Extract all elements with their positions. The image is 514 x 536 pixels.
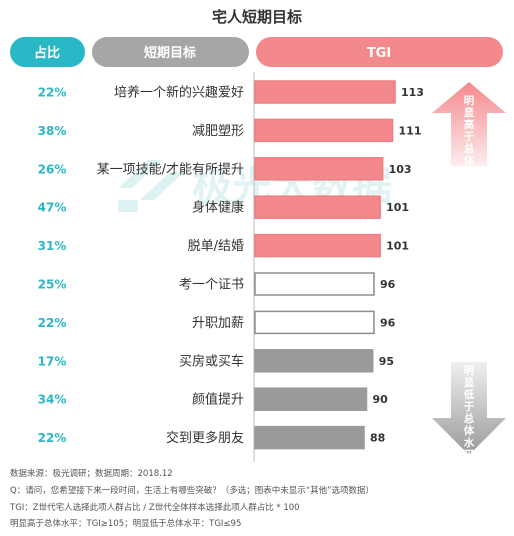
category-label: 考一个证书 <box>179 278 244 293</box>
tgi-bar <box>254 80 396 104</box>
footnote-threshold: 明显高于总体水平：TGI≥105；明显低于总体水平：TGI≤95 <box>10 519 242 529</box>
watermark-logo-icon <box>118 160 184 212</box>
tgi-bar <box>254 195 381 219</box>
header-share-label: 占比 <box>34 45 60 61</box>
header-goal: 短期目标 <box>92 37 249 67</box>
footnote-tgi-definition: TGI：Z世代宅人选择此项人群占比 / Z世代全体样本选择此项人群占比 * 10… <box>10 503 300 513</box>
category-label: 减肥塑形 <box>192 124 244 139</box>
tgi-value-label: 113 <box>401 86 424 99</box>
tgi-chart: 宅人短期目标 极光大数据 占比 短期目标 TGI 22% 培养一个新的兴趣爱好 11… <box>10 8 506 462</box>
category-label: 脱单/结婚 <box>188 239 244 254</box>
tgi-bar <box>254 272 375 296</box>
tgi-value-label: 96 <box>380 278 396 291</box>
share-label: 22% <box>38 316 67 330</box>
tgi-bar <box>254 387 368 411</box>
tgi-value-label: 101 <box>386 201 409 214</box>
tgi-bar <box>254 233 381 258</box>
share-label: 31% <box>38 239 67 253</box>
side-label-low: 明显低于总体水平 <box>463 365 475 461</box>
chart-rows: 22% 培养一个新的兴趣爱好 113 38% 减肥塑形 111 26% 某一项技能/才能有所提… <box>38 80 424 450</box>
tgi-bar <box>254 118 394 143</box>
side-label-high: 明显高于总体水平 <box>463 95 475 191</box>
header-goal-label: 短期目标 <box>144 45 196 61</box>
header-share: 占比 <box>10 37 85 67</box>
tgi-value-label: 103 <box>389 163 412 176</box>
tgi-value-label: 95 <box>379 355 394 368</box>
tgi-bar <box>254 349 374 373</box>
header-tgi: TGI <box>256 37 503 67</box>
category-label: 交到更多朋友 <box>166 430 244 446</box>
category-label: 升职加薪 <box>192 316 244 331</box>
share-label: 25% <box>38 278 67 292</box>
tgi-bar <box>254 310 375 335</box>
footnote-source: 数据来源：极光调研；数据周期：2018.12 <box>10 469 173 479</box>
tgi-bar <box>254 157 384 181</box>
share-label: 22% <box>38 86 67 100</box>
header-tgi-label: TGI <box>367 46 391 61</box>
category-label: 培养一个新的兴趣爱好 <box>114 85 244 101</box>
share-label: 26% <box>38 162 67 176</box>
category-label: 某一项技能/才能有所提升 <box>97 161 244 177</box>
arrow-up-high: 明显高于总体水平 <box>432 82 506 191</box>
tgi-value-label: 101 <box>386 240 409 253</box>
share-label: 22% <box>38 431 67 445</box>
tgi-value-label: 111 <box>399 124 422 137</box>
tgi-value-label: 96 <box>380 316 396 329</box>
share-label: 17% <box>38 354 67 368</box>
category-label: 身体健康 <box>192 200 244 216</box>
arrow-down-low: 明显低于总体水平 <box>432 362 506 461</box>
share-label: 38% <box>38 124 67 138</box>
tgi-value-label: 90 <box>373 393 389 406</box>
footnote-question: Q：请问，您希望接下来一段时间，生活上有哪些突破？（多选；图表中未显示“其他”选… <box>10 486 375 496</box>
share-label: 34% <box>38 393 67 407</box>
chart-title: 宅人短期目标 <box>212 8 302 26</box>
tgi-value-label: 88 <box>370 432 385 445</box>
category-label: 买房或买车 <box>179 353 244 369</box>
category-label: 颜值提升 <box>192 392 244 408</box>
tgi-bar <box>254 425 365 450</box>
share-label: 47% <box>38 201 67 215</box>
